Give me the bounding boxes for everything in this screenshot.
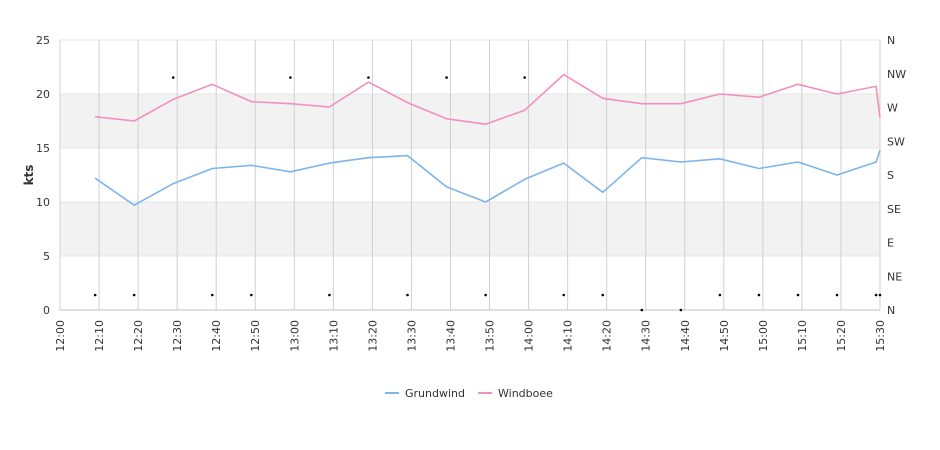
direction-marker [132, 293, 136, 297]
x-tick-label: 12:50 [249, 320, 262, 352]
direction-tick-label: SE [887, 203, 901, 216]
direction-tick-label: N [887, 34, 895, 47]
x-tick-label: 13:30 [405, 320, 418, 352]
legend-item-windboee[interactable]: Windboee [478, 387, 553, 400]
direction-tick-label: W [887, 102, 898, 115]
direction-marker [796, 293, 800, 297]
y-tick-label: 0 [43, 304, 50, 317]
direction-tick-label: SW [887, 135, 905, 148]
x-tick-label: 12:00 [54, 320, 67, 352]
x-tick-label: 12:30 [171, 320, 184, 352]
x-tick-label: 13:00 [288, 320, 301, 352]
direction-marker [718, 293, 722, 297]
x-tick-label: 13:50 [484, 320, 497, 352]
x-tick-label: 14:40 [679, 320, 692, 352]
y-tick-label: 5 [43, 250, 50, 263]
direction-marker [679, 308, 683, 312]
direction-marker [406, 293, 409, 297]
series-line-grundwind [94, 149, 881, 206]
x-tick-label: 14:50 [718, 320, 731, 352]
direction-marker [523, 76, 526, 79]
x-tick-label: 15:10 [796, 320, 809, 352]
grid-lines [59, 39, 881, 311]
x-tick-label: 12:40 [210, 320, 223, 352]
y-axis: 0 5 10 15 20 25 [36, 34, 50, 317]
y-tick-label: 15 [36, 142, 50, 155]
direction-markers [93, 76, 882, 312]
direction-marker [171, 76, 175, 79]
x-tick-label: 15:20 [835, 320, 848, 352]
direction-marker [757, 293, 761, 297]
direction-marker [640, 308, 644, 312]
direction-marker [484, 293, 487, 297]
y-tick-label: 20 [36, 88, 50, 101]
y-axis-title: kts [22, 165, 36, 186]
direction-marker [289, 76, 292, 79]
x-tick-label: 13:40 [444, 320, 457, 352]
direction-marker [835, 293, 839, 297]
direction-tick-label: E [887, 237, 894, 250]
direction-tick-label: S [887, 169, 894, 182]
direction-marker [878, 293, 882, 297]
x-tick-label: 14:00 [523, 320, 536, 352]
x-tick-label: 13:20 [366, 320, 379, 352]
y-tick-label: 25 [36, 34, 50, 47]
x-tick-label: 14:30 [640, 320, 653, 352]
direction-marker [328, 293, 331, 297]
legend-label: Grundwind [405, 387, 465, 400]
direction-marker [601, 293, 605, 297]
legend[interactable]: Grundwind Windboee [385, 387, 553, 400]
direction-marker [445, 76, 448, 79]
x-axis: 12:00 12:10 12:20 12:30 12:40 12:50 13:00 13:10… [54, 320, 887, 352]
x-tick-label: 15:30 [874, 320, 887, 352]
direction-marker [250, 293, 253, 297]
legend-item-grundwind[interactable]: Grundwind [385, 387, 465, 400]
x-tick-label: 13:10 [327, 320, 340, 352]
x-tick-label: 15:00 [757, 320, 770, 352]
plot-band-0 [60, 202, 880, 256]
legend-label: Windboee [498, 387, 553, 400]
series-line-windboee [95, 73, 881, 125]
direction-marker [93, 293, 97, 297]
plot-bands [60, 94, 880, 256]
direction-marker [874, 293, 878, 297]
plot-band-1 [60, 94, 880, 148]
direction-marker [210, 293, 214, 297]
x-tick-label: 12:10 [93, 320, 106, 352]
direction-marker [367, 76, 370, 79]
direction-tick-label: NE [887, 270, 902, 283]
series-lines [94, 73, 881, 206]
x-tick-label: 12:20 [132, 320, 145, 352]
direction-axis: N NE E SE S SW W NW N [887, 34, 906, 317]
direction-marker [562, 293, 566, 297]
x-tick-label: 14:20 [601, 320, 614, 352]
direction-tick-label: N [887, 304, 895, 317]
direction-tick-label: NW [887, 68, 906, 81]
y-tick-label: 10 [36, 196, 50, 209]
x-tick-label: 14:10 [562, 320, 575, 352]
